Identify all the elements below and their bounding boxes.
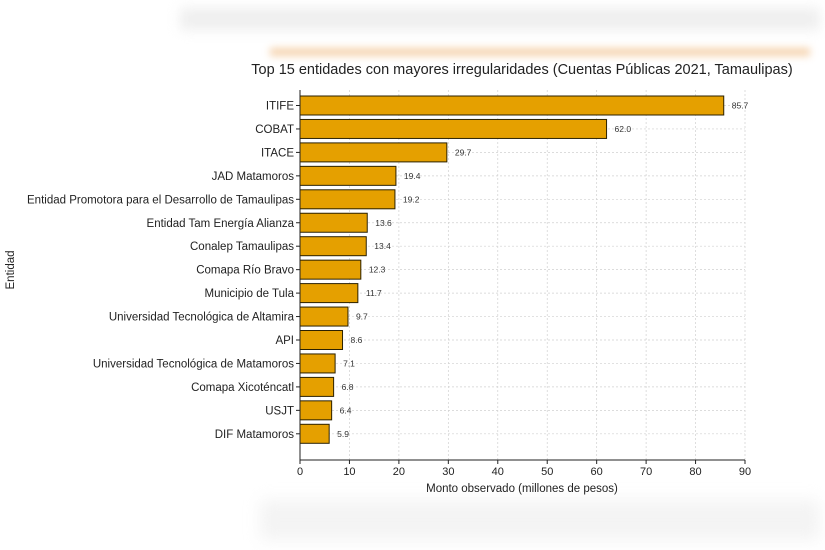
bar-value-label: 19.4 — [404, 171, 421, 181]
bar-value-label: 19.2 — [403, 194, 420, 204]
bar-value-label: 12.3 — [369, 265, 386, 275]
bar-value-label: 6.4 — [340, 405, 352, 415]
y-tick-label: Entidad Tam Energía Alianza — [147, 218, 295, 230]
y-tick-label: Universidad Tecnológica de Matamoros — [93, 358, 294, 370]
bar — [299, 423, 330, 444]
bar — [299, 283, 359, 304]
y-tick-label: Entidad Promotora para el Desarrollo de … — [27, 194, 294, 206]
x-tick-label: 0 — [297, 466, 303, 478]
bar — [299, 353, 336, 374]
bar — [299, 236, 367, 257]
bar-value-label: 5.9 — [337, 429, 349, 439]
x-tick-label: 80 — [689, 466, 701, 478]
bar — [299, 95, 725, 116]
y-tick-label: ITIFE — [266, 101, 294, 113]
bar — [299, 330, 344, 350]
y-tick-label: API — [275, 335, 294, 347]
y-tick-label: DIF Matamoros — [215, 429, 294, 441]
bar-value-label: 85.7 — [732, 101, 749, 111]
bar-value-label: 6.8 — [342, 382, 354, 392]
x-tick-label: 20 — [393, 466, 405, 478]
bar-value-label: 7.1 — [343, 358, 355, 368]
y-axis-label: Entidad — [5, 250, 17, 289]
bar-value-label: 62.0 — [615, 124, 632, 134]
y-tick-label: COBAT — [255, 124, 294, 136]
x-tick-label: 60 — [591, 466, 603, 478]
blurred-accent-bar — [270, 48, 810, 56]
bar-value-label: 11.7 — [366, 288, 382, 298]
bar-value-label: 13.4 — [374, 241, 391, 251]
bar — [299, 376, 335, 397]
y-tick-label: ITACE — [261, 147, 294, 159]
bar — [299, 165, 397, 186]
blurred-header — [180, 8, 820, 30]
x-tick-label: 30 — [442, 466, 454, 478]
blurred-footer — [260, 500, 820, 540]
x-tick-label: 50 — [541, 466, 553, 478]
bar — [299, 118, 608, 139]
chart-title: Top 15 entidades con mayores irregularid… — [251, 62, 792, 78]
y-tick-label: JAD Matamoros — [212, 171, 295, 183]
x-tick-label: 70 — [640, 466, 652, 478]
x-tick-label: 90 — [739, 466, 751, 478]
bar-value-label: 29.7 — [455, 147, 472, 157]
x-axis-label: Monto observado (millones de pesos) — [426, 483, 618, 495]
bar-value-label: 13.6 — [375, 218, 392, 228]
bar-value-label: 8.6 — [351, 335, 363, 345]
bar — [299, 306, 349, 327]
y-tick-label: Conalep Tamaulipas — [190, 241, 294, 253]
y-tick-label: USJT — [265, 405, 294, 417]
x-tick-label: 10 — [343, 466, 355, 478]
y-tick-label: Universidad Tecnológica de Altamira — [109, 312, 295, 324]
bar — [299, 189, 396, 210]
y-tick-label: Comapa Xicoténcatl — [191, 382, 294, 394]
y-tick-label: Municipio de Tula — [205, 288, 295, 300]
bar — [299, 400, 333, 421]
bar-value-label: 9.7 — [356, 312, 368, 322]
y-tick-label: Comapa Río Bravo — [196, 265, 294, 277]
bar — [299, 259, 362, 280]
bar — [299, 142, 448, 163]
x-tick-label: 40 — [492, 466, 504, 478]
bar — [299, 212, 368, 233]
